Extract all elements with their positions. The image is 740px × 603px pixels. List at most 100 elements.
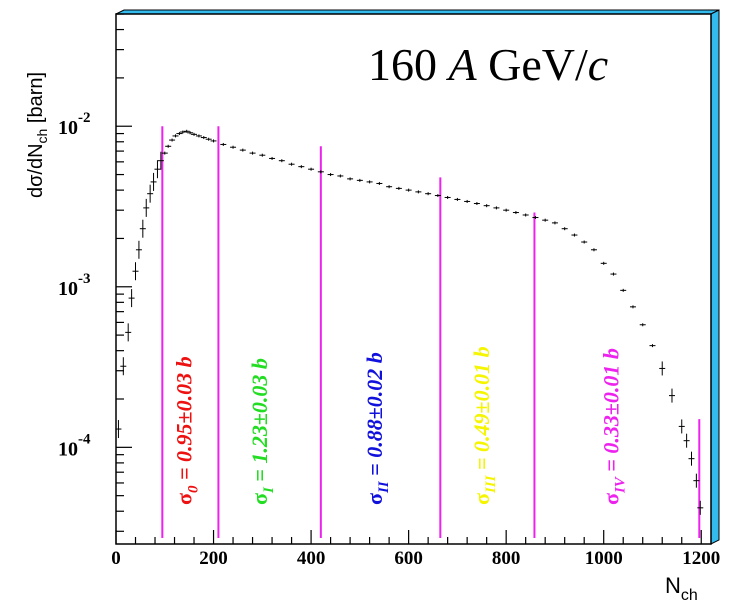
sigma-symbol: σ — [172, 493, 197, 505]
data-point — [415, 190, 422, 194]
data-point — [629, 305, 636, 309]
data-point — [366, 180, 373, 184]
y-tick-labels: 10-210-310-4 — [58, 110, 91, 460]
data-point — [169, 138, 176, 142]
x-tick-label: 1200 — [682, 548, 720, 569]
centrality-boundaries — [161, 126, 701, 538]
y-axis-label-pre: dσ/dN — [25, 143, 47, 198]
data-point — [135, 240, 142, 259]
data-point — [542, 218, 549, 222]
data-point — [195, 134, 202, 138]
data-point — [454, 197, 461, 201]
data-point — [143, 198, 150, 217]
axis-ticks — [115, 13, 702, 544]
sigma-label: σ0 = 0.95±0.03 b — [172, 356, 202, 505]
sigma-value: = 0.49±0.01 b — [469, 346, 494, 475]
data-point — [386, 185, 393, 189]
data-point — [668, 388, 675, 403]
data-point — [639, 323, 646, 327]
x-tick-labels: 0 200 400 600 800 1000 1200 — [111, 548, 720, 569]
data-points — [115, 129, 704, 515]
data-point — [220, 142, 227, 146]
data-point — [347, 177, 354, 181]
data-point — [473, 202, 480, 206]
data-point — [581, 240, 588, 244]
data-point — [239, 148, 246, 152]
data-point — [150, 172, 157, 191]
y-tick-label: 10-2 — [58, 110, 91, 139]
sigma-symbol: σ — [362, 493, 387, 505]
x-tick-label: 800 — [492, 548, 521, 569]
y-tick-label: 10-3 — [58, 271, 91, 300]
x-tick-label: 400 — [297, 548, 326, 569]
data-point — [464, 199, 471, 203]
data-point — [434, 194, 441, 198]
data-point — [395, 186, 402, 190]
data-point — [147, 184, 154, 203]
data-point — [298, 165, 305, 169]
data-point — [183, 129, 190, 133]
y-tick-base: 10 — [58, 117, 78, 139]
frame-shadow-right — [710, 9, 720, 545]
sigma-subscript: II — [376, 480, 392, 494]
sigma-subscript: 0 — [186, 485, 202, 493]
y-axis-label-post: [barn] — [25, 72, 47, 129]
energy-unit: GeV/ — [488, 39, 588, 90]
data-point — [157, 151, 164, 170]
data-point — [191, 132, 198, 136]
data-point — [483, 204, 490, 208]
sigma-value: = 0.88±0.02 b — [362, 352, 387, 481]
data-point — [590, 248, 597, 252]
data-point — [132, 262, 139, 281]
x-axis-label: Nch — [665, 573, 698, 603]
y-tick-exponent: -2 — [78, 110, 91, 126]
sigma-subscript: III — [483, 474, 499, 494]
x-tick-label: 200 — [199, 548, 228, 569]
data-point — [376, 181, 383, 185]
data-point — [356, 178, 363, 182]
energy-number: 160 — [368, 39, 437, 90]
data-point — [139, 219, 146, 238]
data-point — [683, 433, 690, 448]
data-point — [230, 145, 237, 149]
data-point — [532, 216, 539, 220]
data-point — [551, 221, 558, 225]
data-point — [210, 139, 217, 143]
sigma-label: σIII = 0.49±0.01 b — [469, 346, 499, 505]
data-point — [249, 151, 256, 155]
data-point — [128, 289, 135, 308]
data-point — [120, 357, 127, 376]
plot-frame — [115, 13, 712, 545]
data-point — [571, 233, 578, 237]
y-tick-base: 10 — [58, 278, 78, 300]
data-point — [649, 344, 656, 348]
data-point — [659, 361, 666, 376]
sigma-subscript: IV — [612, 475, 628, 494]
data-point — [161, 151, 168, 155]
sigma-label: σII = 0.88±0.02 b — [362, 352, 392, 505]
sigma-symbol: σ — [469, 493, 494, 505]
data-point — [115, 420, 122, 439]
data-point — [278, 159, 285, 163]
y-tick-label: 10-4 — [58, 431, 91, 460]
data-point — [337, 174, 344, 178]
data-point — [154, 160, 161, 179]
sigma-value: = 0.95±0.03 b — [172, 356, 197, 485]
sigma-symbol: σ — [247, 493, 272, 505]
data-point — [205, 137, 212, 141]
sigma-value: = 0.33±0.01 b — [598, 348, 623, 477]
energy-a: A — [446, 39, 478, 90]
y-tick-exponent: -3 — [78, 271, 91, 287]
data-point — [269, 156, 276, 160]
data-point — [693, 473, 700, 488]
data-point — [503, 208, 510, 212]
x-tick-label: 1000 — [585, 548, 623, 569]
data-point — [288, 162, 295, 166]
data-point — [678, 419, 685, 434]
data-point — [165, 144, 172, 148]
data-point — [179, 130, 186, 134]
data-point — [522, 213, 529, 217]
data-point — [561, 227, 568, 231]
